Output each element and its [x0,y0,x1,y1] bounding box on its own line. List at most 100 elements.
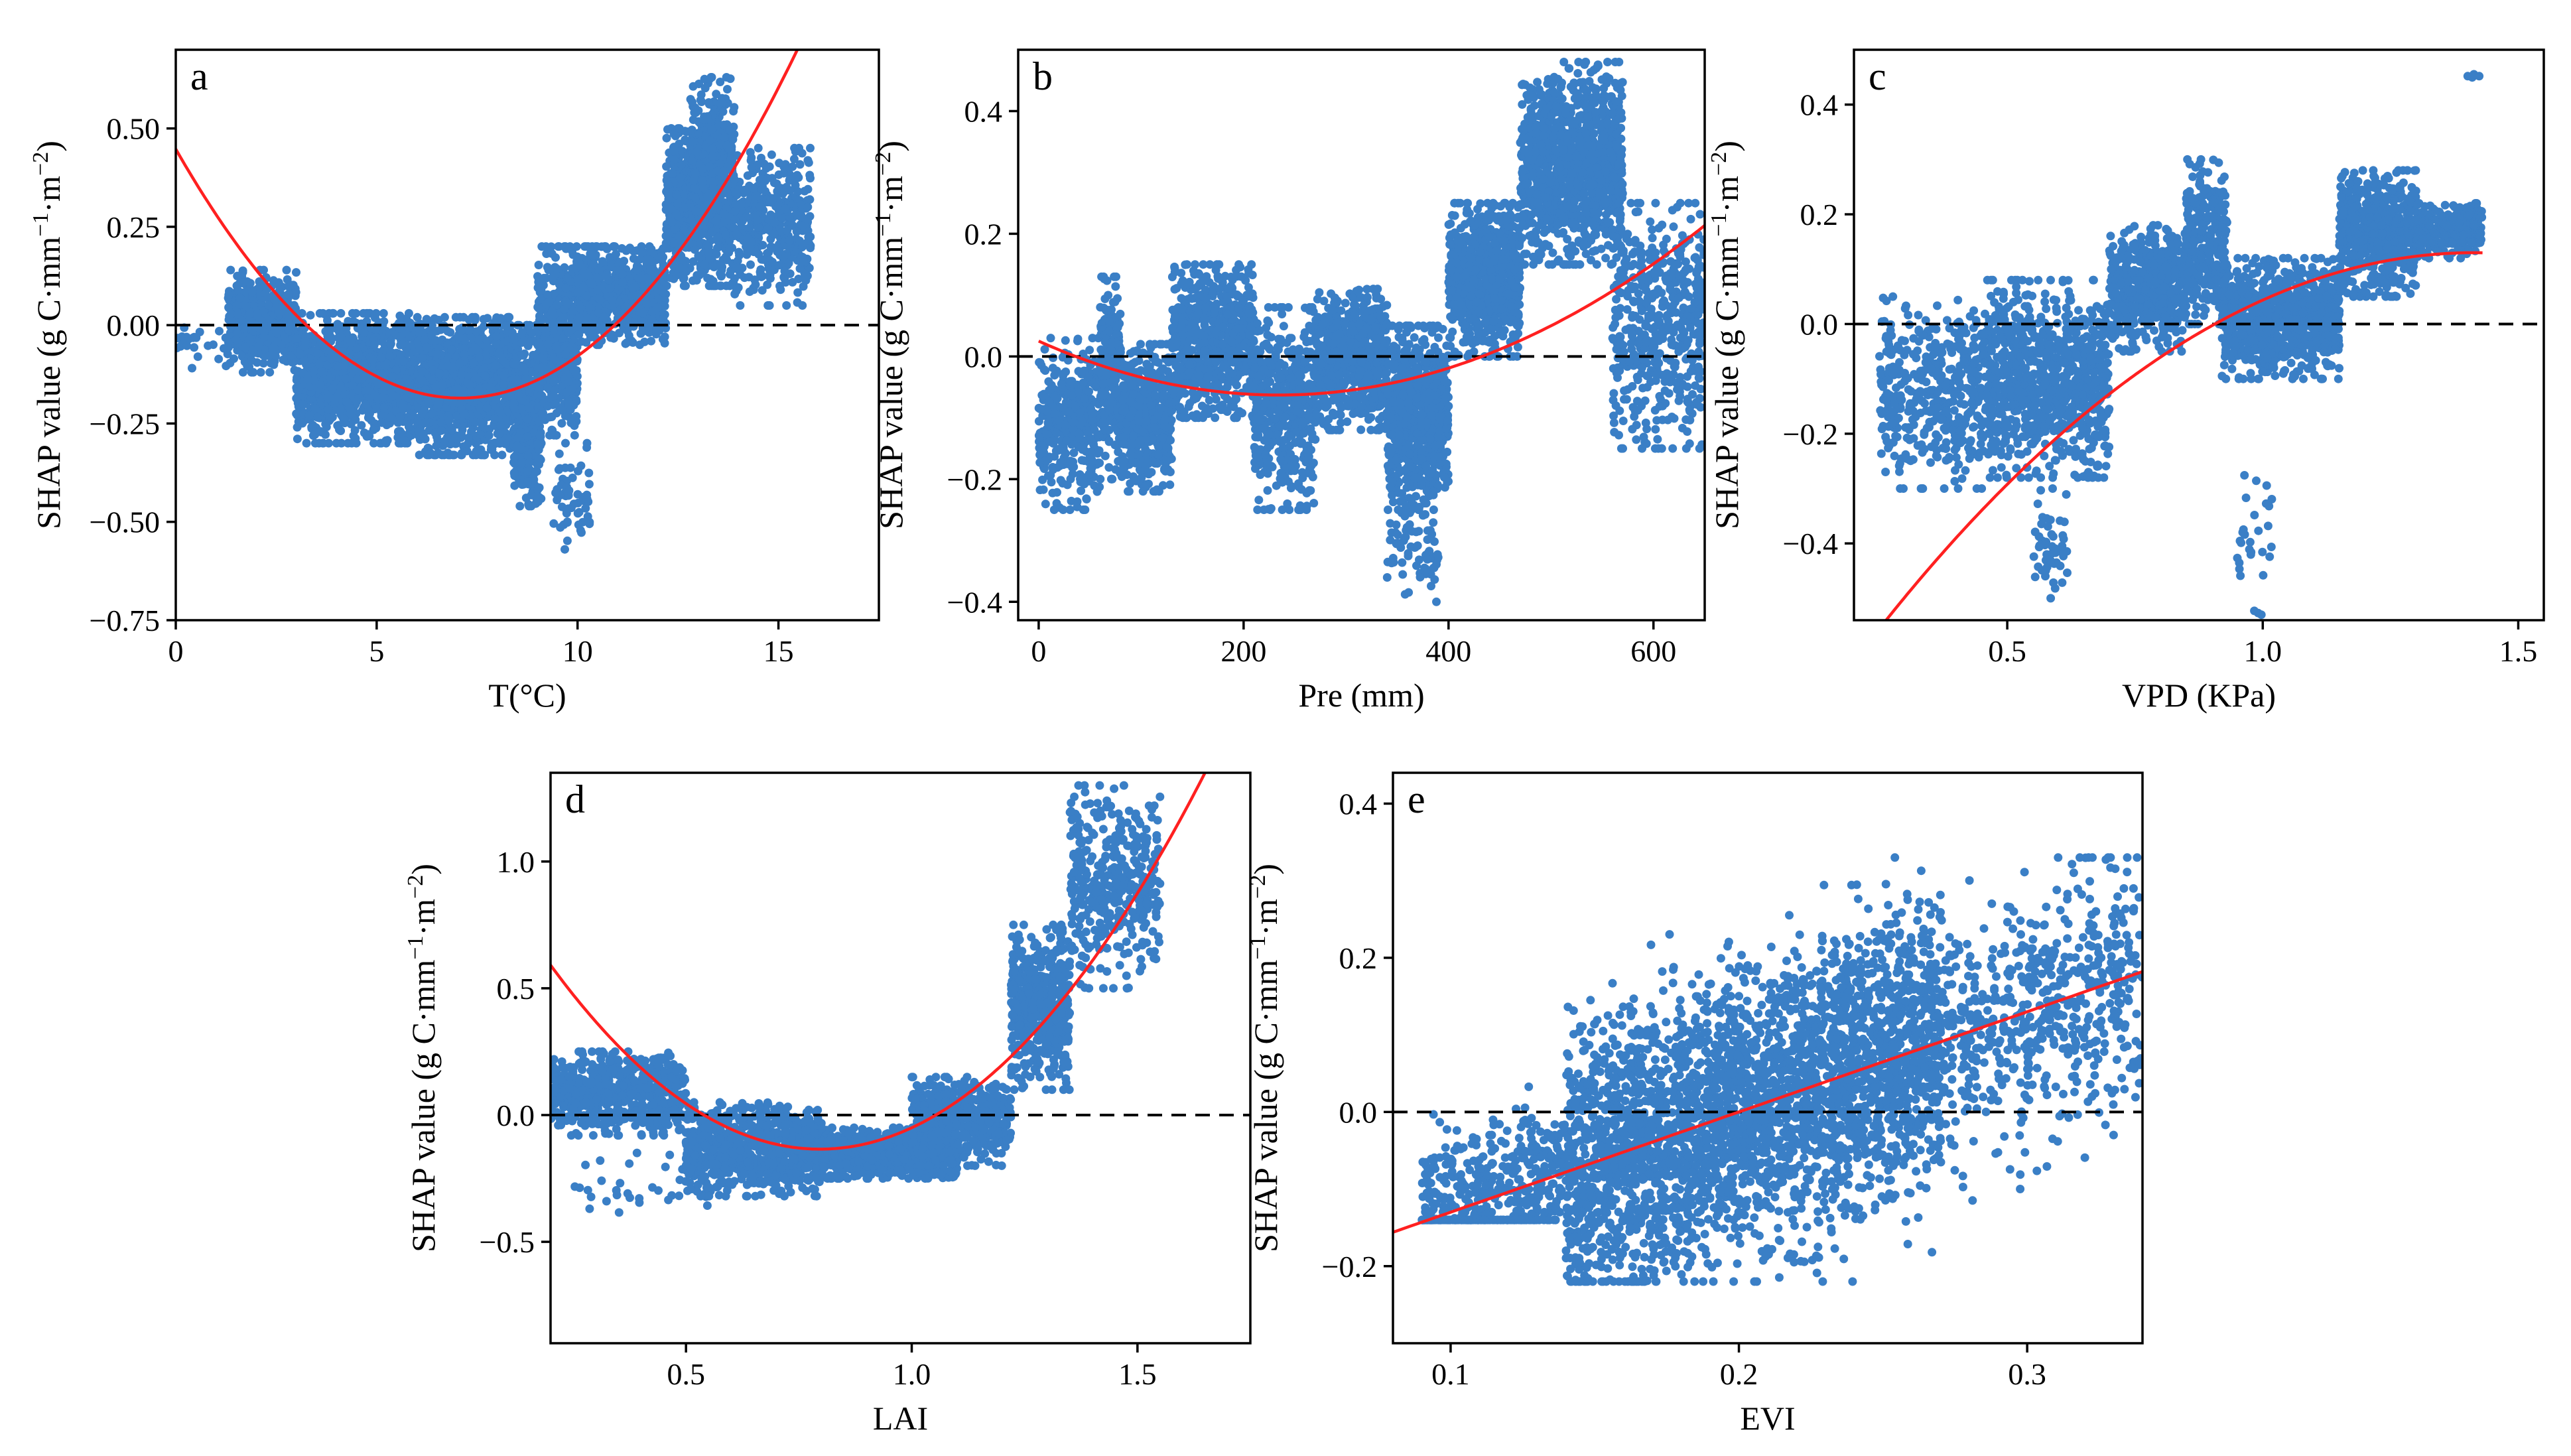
point [365,409,374,418]
point [632,246,641,255]
point [362,316,371,326]
point [591,242,600,251]
point [259,265,268,275]
point [519,351,528,360]
point [639,326,647,336]
point [660,332,669,342]
point [678,255,687,265]
point [214,354,224,364]
point [373,404,382,413]
point [633,265,642,275]
point [543,340,553,349]
point [388,372,397,381]
point [330,395,340,404]
point [584,480,594,489]
point [306,394,316,403]
point [612,249,620,259]
point [300,356,309,365]
point [230,354,238,364]
point [321,419,330,429]
point [352,438,361,448]
point [499,371,509,380]
point [490,414,499,423]
point [389,391,398,401]
point [346,405,355,414]
point [480,450,490,460]
point [279,355,288,364]
point [324,393,333,403]
point [336,427,346,435]
point [496,421,505,430]
point [273,303,282,312]
point [570,430,579,440]
point [566,463,575,472]
point [240,323,249,332]
point [346,419,356,429]
panel-a-points [176,73,815,554]
point [582,494,592,503]
point [675,173,685,182]
point [373,379,383,389]
point [457,326,466,335]
point [519,363,528,372]
point [418,353,427,362]
point [525,337,535,346]
point [371,325,380,334]
point [553,264,562,273]
point [664,195,673,204]
point [403,332,413,341]
point [190,332,199,342]
point [257,316,266,326]
point [291,288,300,297]
point [282,265,291,275]
point [475,354,484,363]
point [367,416,376,425]
point [523,466,532,476]
point [414,427,423,436]
point [667,168,677,178]
point [585,303,594,312]
point [437,426,446,435]
point [295,350,304,359]
point [333,362,342,371]
point [369,425,378,434]
point [395,311,405,320]
point [340,361,349,370]
point [457,370,466,379]
point [226,310,235,318]
point [427,375,436,385]
point [496,314,505,323]
point [342,397,352,407]
point [239,278,247,287]
point [549,430,559,440]
point [241,302,251,311]
point [517,338,527,347]
point [523,415,532,424]
point [301,337,310,346]
point [280,347,289,356]
point [448,398,458,407]
point [635,340,645,350]
point [479,364,488,373]
point [379,308,388,318]
point [557,419,566,428]
point [679,274,688,283]
point [265,367,275,377]
point [226,265,235,275]
point [288,358,297,367]
point [553,345,562,354]
point [453,384,462,393]
point [561,438,570,448]
point [310,366,320,375]
point [443,362,452,370]
point [415,328,424,338]
point [545,413,555,422]
point [464,315,474,324]
point [247,287,257,297]
point [510,469,519,478]
point [215,326,224,336]
point [310,404,320,413]
point [247,367,256,377]
point [379,368,389,377]
point [627,292,636,300]
